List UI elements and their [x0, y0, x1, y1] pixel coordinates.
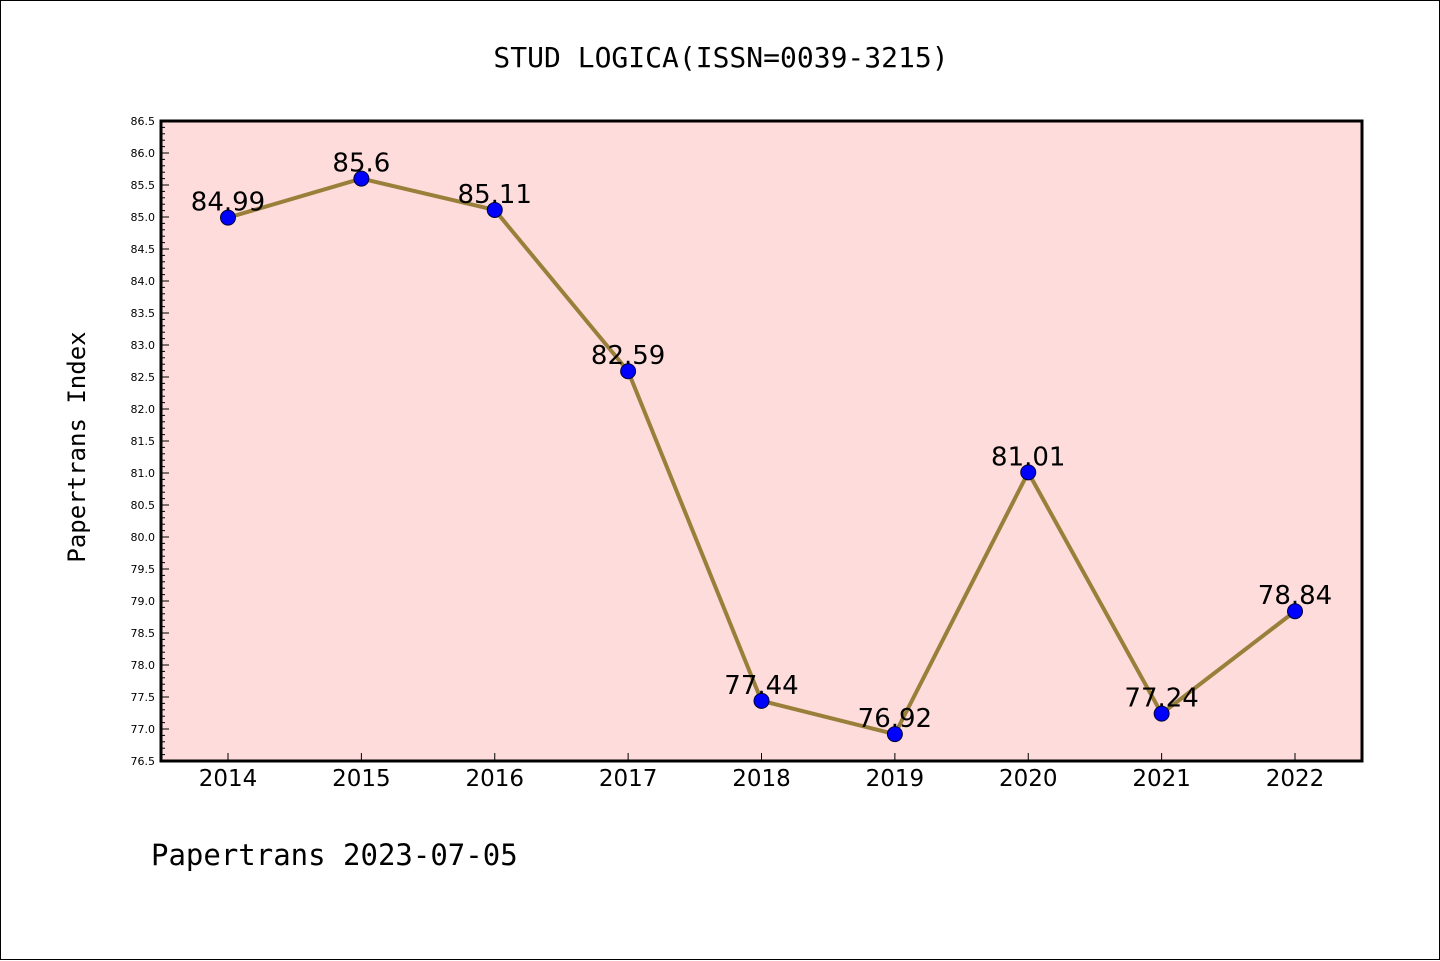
data-point	[620, 363, 637, 380]
y-tick-label: 85.5	[131, 179, 156, 192]
data-point	[486, 201, 503, 218]
y-tick-label: 84.0	[131, 275, 156, 288]
y-tick-label: 83.0	[131, 339, 156, 352]
y-tick-label: 81.5	[131, 435, 156, 448]
chart-title: STUD LOGICA(ISSN=0039-3215)	[493, 41, 948, 74]
y-tick-label: 78.0	[131, 659, 156, 672]
y-tick-label: 86.0	[131, 147, 156, 160]
x-tick-label: 2017	[599, 766, 658, 792]
y-tick-label: 85.0	[131, 211, 156, 224]
y-tick-label: 82.5	[131, 371, 156, 384]
data-point	[753, 692, 770, 709]
data-label: 78.84	[1258, 581, 1332, 611]
x-tick-label: 2014	[199, 766, 258, 792]
y-tick-label: 81.0	[131, 467, 156, 480]
data-point	[220, 209, 236, 226]
y-tick-label: 80.0	[131, 531, 156, 544]
y-tick-label: 83.5	[131, 307, 156, 320]
x-tick-label: 2015	[332, 766, 391, 792]
y-tick-label: 77.5	[131, 691, 156, 704]
y-tick-label: 76.5	[131, 755, 156, 768]
data-point	[1153, 705, 1170, 722]
data-label: 77.24	[1124, 684, 1198, 714]
y-tick-label: 78.5	[131, 627, 156, 640]
y-tick-label: 79.5	[131, 563, 156, 576]
data-label: 82.59	[591, 341, 665, 371]
plot-area	[161, 121, 1362, 761]
y-tick-label: 80.5	[131, 499, 156, 512]
x-tick-label: 2020	[999, 766, 1058, 792]
data-point	[1020, 464, 1037, 481]
y-axis-title: Papertrans Index	[63, 331, 91, 562]
x-tick-label: 2019	[866, 766, 925, 792]
y-tick-label: 82.0	[131, 403, 156, 416]
plot-frame	[159, 119, 1364, 763]
data-label: 85.11	[458, 180, 532, 210]
data-label: 81.01	[991, 442, 1065, 472]
x-axis: 2014 2015 2016 2017 2018 2019 2020 2021 2022	[199, 753, 1325, 792]
data-point	[1287, 603, 1303, 620]
y-tick-label: 86.5	[131, 115, 156, 128]
footer-text: Papertrans 2023-07-05	[151, 838, 518, 872]
data-point	[353, 170, 370, 187]
y-tick-label: 79.0	[131, 595, 156, 608]
data-point	[886, 726, 903, 743]
x-tick-label: 2021	[1132, 766, 1191, 792]
data-label: 77.44	[724, 671, 798, 701]
data-label: 84.99	[191, 188, 265, 218]
y-tick-label: 84.5	[131, 243, 156, 256]
series-line-group: 84.99 85.6 85.11 82.59 77.44 76.92 81.01 77.24 7…	[191, 149, 1332, 743]
data-label: 76.92	[858, 704, 932, 734]
y-tick-label: 77.0	[131, 723, 156, 736]
x-tick-label: 2018	[732, 766, 791, 792]
data-label: 85.6	[332, 149, 390, 179]
x-tick-label: 2022	[1266, 766, 1325, 792]
x-tick-label: 2016	[465, 766, 524, 792]
